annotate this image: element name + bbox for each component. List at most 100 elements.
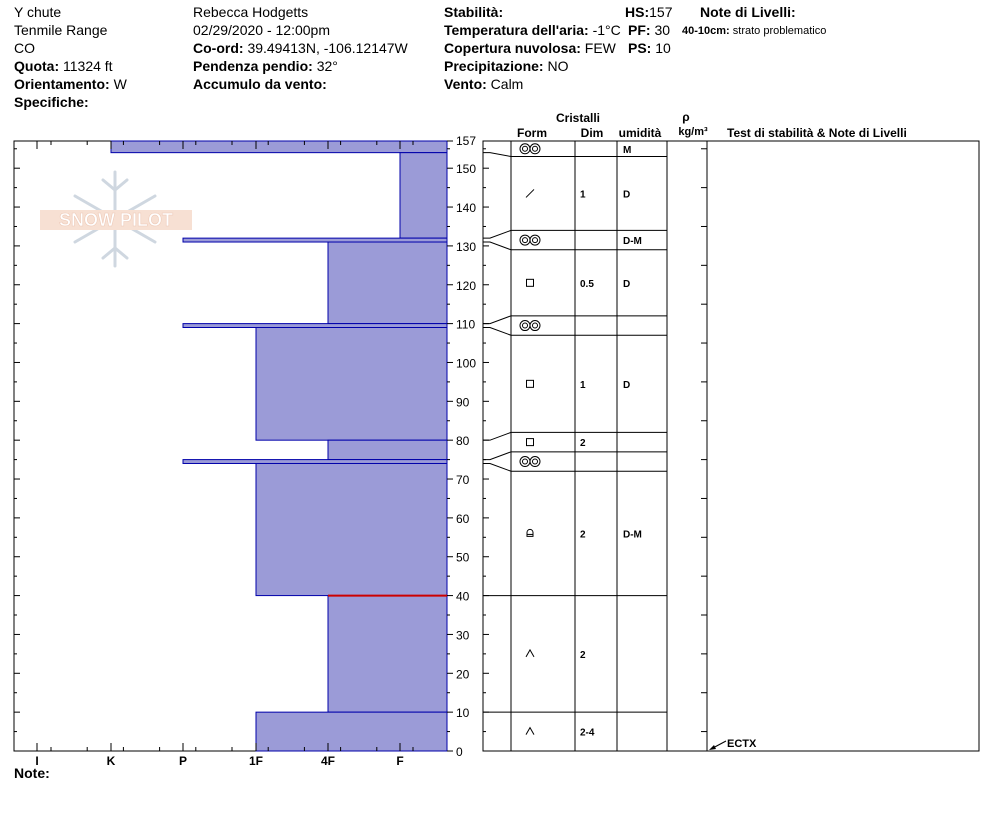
hardness-tick-label: 4F — [321, 754, 335, 768]
layer-moisture: M — [623, 145, 631, 156]
cloud-label: Copertura nuvolosa: — [444, 40, 581, 56]
layer-dim: 1 — [580, 189, 586, 200]
hardness-bar-3 — [327, 241, 448, 325]
depth-tick-label: 157 — [456, 134, 476, 148]
location: Y chute — [14, 4, 62, 20]
slope: Pendenza pendio: 32° — [193, 57, 338, 75]
hs: HS:157 — [625, 3, 672, 21]
layer-moisture: D-M — [623, 236, 642, 247]
row-connector — [483, 451, 512, 461]
layer-dim: 2 — [580, 438, 586, 449]
air-temp: Temperatura dell'aria: -1°C — [444, 21, 621, 39]
layer-rows: M 1 D D-M 0.5 D 1 D 2 2 D-M 2 2-4 — [483, 143, 667, 739]
elevation: Quota: 11324 ft — [14, 57, 113, 75]
dim-heading: Dim — [581, 126, 604, 140]
row-connector — [483, 462, 512, 472]
depth-tick-label: 70 — [456, 473, 470, 487]
crystal-form-icon-faceted — [526, 278, 534, 287]
hardness-bars — [110, 140, 448, 752]
stability-test-label: ECTX — [727, 738, 757, 750]
depth-tick-label: 150 — [456, 162, 476, 176]
rho-heading: ρ — [682, 110, 689, 124]
range: Tenmile Range — [14, 22, 108, 38]
hardness-bar-10 — [255, 711, 448, 752]
depth-tick-label: 100 — [456, 356, 476, 370]
wind-label: Vento: — [444, 76, 487, 92]
slope-label: Pendenza pendio: — [193, 58, 313, 74]
layer-moisture: D — [623, 380, 630, 391]
depth-tick-label: 10 — [456, 706, 470, 720]
hardness-bar-7 — [182, 459, 448, 464]
air-temp-value: -1°C — [592, 22, 621, 38]
slope-value: 32° — [316, 58, 338, 74]
stability-label: Stabilità: — [444, 4, 504, 20]
crystal-form-icon-melt-forms — [519, 143, 541, 155]
note-label: Note: — [14, 765, 50, 781]
air-temp-label: Temperatura dell'aria: — [444, 22, 589, 38]
hardness-bar-6 — [327, 439, 448, 461]
cloud-cover: Copertura nuvolosa: FEW — [444, 39, 616, 57]
layer-dim: 1 — [580, 380, 586, 391]
snow-pilot-logo: SNOW PILOT — [40, 170, 192, 268]
datetime: 02/29/2020 - 12:00pm — [193, 22, 330, 38]
hardness-bar-0 — [110, 140, 448, 154]
hardness-tick-label: K — [107, 754, 116, 768]
cloud-value: FEW — [584, 40, 616, 56]
crystal-form-icon-melt-forms — [519, 320, 541, 332]
depth-tick-label: 30 — [456, 628, 470, 642]
state: CO — [14, 40, 35, 56]
hardness-tick-label: P — [179, 754, 187, 768]
depth-tick-label: 120 — [456, 279, 476, 293]
depth-axis: 0 10 20 30 40 50 60 70 80 90 100 110 120 130 140 150 157 — [14, 134, 707, 759]
precip-label: Precipitazione: — [444, 58, 544, 74]
ps-value: 10 — [655, 40, 671, 56]
crystal-form-icon-depth-hoar — [525, 726, 535, 735]
layer-moisture: D — [623, 279, 630, 290]
depth-tick-label: 110 — [456, 318, 475, 332]
stability-test-marker: ECTX — [709, 738, 757, 750]
coord-value: 39.49413N, -106.12147W — [247, 40, 408, 56]
hardness-tick-label: 1F — [249, 754, 263, 768]
stability: Stabilità: — [444, 3, 503, 21]
aspect: Orientamento: W — [14, 75, 127, 93]
pf-value: 30 — [654, 22, 671, 38]
hs-label: HS: — [625, 4, 650, 20]
precipitation: Precipitazione: NO — [444, 57, 568, 75]
row-connector — [483, 431, 512, 441]
layer-note-text: strato problematico — [732, 25, 827, 37]
hardness-tick-label: I — [35, 754, 38, 768]
density-unit-heading: kg/m³ — [678, 126, 708, 138]
hardness-bar-8 — [255, 462, 448, 597]
specifics-label: Specifiche: — [14, 94, 89, 110]
hardness-bar-1 — [399, 152, 448, 239]
crystal-form-icon-decomposing — [525, 189, 535, 198]
depth-tick-label: 140 — [456, 201, 476, 215]
aspect-value: W — [113, 76, 127, 92]
hardness-tick-label: F — [396, 754, 403, 768]
form-heading: Form — [517, 126, 547, 140]
crystal-form-icon-faceted — [526, 438, 534, 447]
elevation-label: Quota: — [14, 58, 60, 74]
hardness-axis: I K P 1F 4F F — [35, 141, 414, 768]
layer-notes: Note di Livelli: — [700, 3, 796, 21]
depth-tick-label: 60 — [456, 512, 470, 526]
stability-tests-heading: Test di stabilità & Note di Livelli — [727, 126, 907, 140]
layer-notes-label: Note di Livelli: — [700, 4, 796, 20]
coordinates: Co-ord: 39.49413N, -106.12147W — [193, 39, 408, 57]
moisture-heading: umidità — [619, 126, 662, 140]
layer-dim: 2-4 — [580, 728, 595, 739]
row-connector — [483, 152, 512, 158]
crystal-form-icon-rounding-facets — [526, 528, 534, 537]
coord-label: Co-ord: — [193, 40, 244, 56]
pf: PF: 30 — [626, 21, 671, 39]
hardness-bar-4 — [182, 323, 448, 328]
hardness-bar-2 — [182, 237, 448, 243]
wind-value: Calm — [490, 76, 524, 92]
depth-tick-label: 0 — [456, 745, 463, 759]
depth-tick-label: 130 — [456, 240, 476, 254]
layer-table-frame — [482, 140, 980, 752]
row-connector — [483, 326, 512, 336]
observer: Rebecca Hodgetts — [193, 4, 309, 20]
crystal-form-icon-faceted — [526, 379, 534, 388]
wind: Vento: Calm — [444, 75, 523, 93]
